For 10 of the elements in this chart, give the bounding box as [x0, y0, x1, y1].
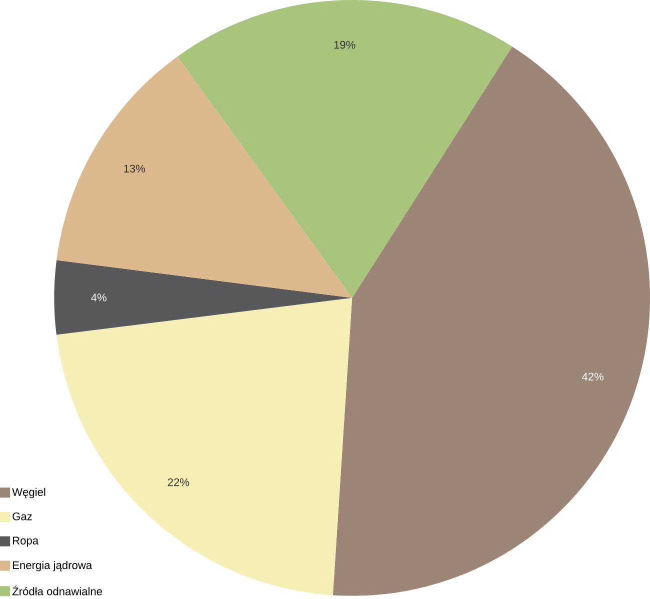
legend-label: Energia jądrowa: [12, 561, 92, 572]
data-label: 13%: [124, 164, 146, 173]
legend-label: Węgiel: [12, 488, 46, 498]
legend-label: Źródła odnawialne: [12, 586, 102, 596]
data-label: 4%: [91, 294, 106, 302]
legend-label: Gaz: [12, 512, 32, 520]
data-label: 42%: [582, 372, 604, 381]
data-label: 22%: [168, 478, 190, 486]
legend-label: Ropa: [12, 536, 39, 547]
data-label: 19%: [334, 41, 356, 49]
